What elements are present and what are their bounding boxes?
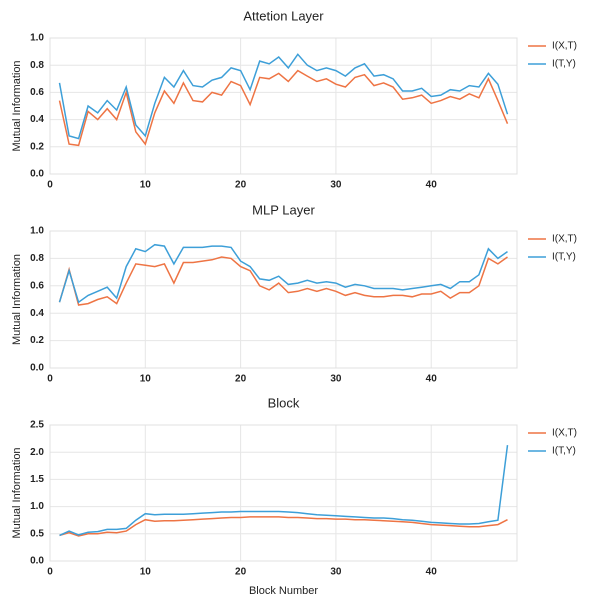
legend-label: I(T,Y) [552, 446, 576, 457]
y-tick-label: 0.4 [30, 114, 44, 125]
y-axis-label: Mutual Information [11, 60, 23, 151]
plot-frame [49, 37, 518, 175]
y-axis-label: Mutual Information [11, 447, 23, 538]
x-axis-label: Block Number [249, 585, 318, 597]
x-tick-label: 30 [330, 567, 342, 578]
legend-label: I(T,Y) [552, 252, 576, 263]
chart-title: MLP Layer [252, 202, 315, 217]
series-line [58, 69, 509, 147]
series-line [58, 243, 508, 304]
y-tick-label: 0.6 [30, 87, 44, 98]
y-tick-label: 1.5 [30, 474, 44, 485]
legend-label: I(X,T) [552, 428, 577, 439]
y-tick-label: 0.0 [30, 169, 44, 180]
y-tick-label: 0.2 [30, 335, 44, 346]
y-tick-label: 0.2 [30, 141, 44, 152]
y-tick-label: 0.4 [30, 308, 44, 319]
legend-label: I(X,T) [552, 234, 577, 245]
y-tick-label: 1.0 [30, 226, 44, 237]
y-tick-label: 0.0 [30, 556, 44, 567]
y-tick-label: 1.0 [30, 501, 44, 512]
series-line [59, 445, 509, 537]
x-tick-label: 0 [47, 374, 53, 385]
y-tick-label: 0.8 [30, 60, 44, 71]
y-axis-label: Mutual Information [11, 254, 23, 345]
x-tick-label: 20 [235, 567, 247, 578]
x-tick-label: 20 [235, 180, 247, 191]
x-tick-label: 0 [47, 180, 53, 191]
y-tick-label: 2.5 [30, 420, 44, 431]
x-tick-label: 40 [426, 567, 438, 578]
x-tick-label: 10 [140, 374, 152, 385]
chart-title: Block [268, 395, 300, 410]
y-tick-label: 0.0 [30, 363, 44, 374]
y-tick-label: 0.5 [30, 528, 44, 539]
plot-frame [49, 230, 518, 369]
x-tick-label: 20 [235, 374, 247, 385]
x-tick-label: 30 [330, 374, 342, 385]
legend-label: I(T,Y) [552, 59, 576, 70]
y-tick-label: 0.8 [30, 253, 44, 264]
y-tick-label: 1.0 [30, 33, 44, 44]
x-tick-label: 0 [47, 567, 53, 578]
x-tick-label: 40 [426, 374, 438, 385]
legend-label: I(X,T) [552, 41, 577, 52]
chart-title: Attetion Layer [243, 8, 324, 23]
y-tick-label: 2.0 [30, 447, 44, 458]
series-line [58, 53, 509, 140]
series-line [59, 516, 508, 537]
series-line [58, 256, 508, 306]
x-tick-label: 10 [140, 567, 152, 578]
y-tick-label: 0.6 [30, 280, 44, 291]
x-tick-label: 10 [140, 180, 152, 191]
x-tick-label: 30 [330, 180, 342, 191]
x-tick-label: 40 [426, 180, 438, 191]
plot-frame [49, 424, 518, 562]
